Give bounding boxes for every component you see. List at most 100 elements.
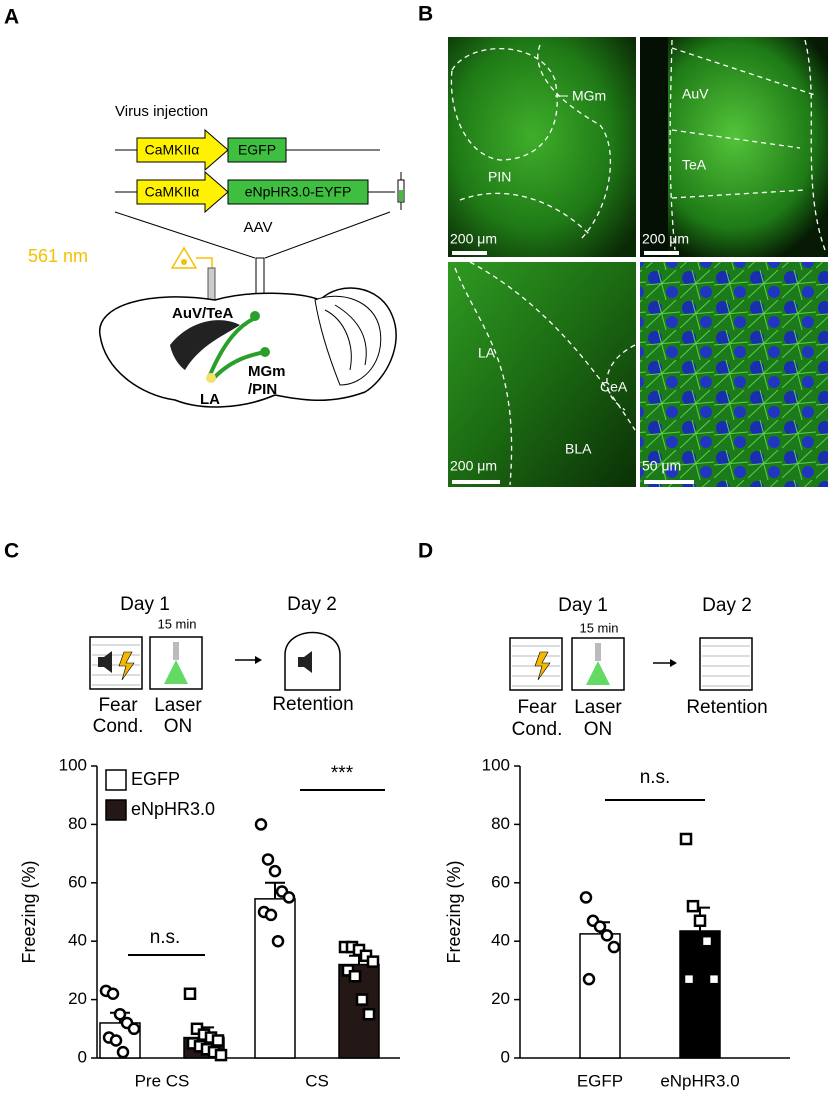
data-point [693, 914, 707, 928]
panel-label: C [4, 540, 19, 563]
scale-bar [644, 480, 694, 484]
step-label: ON [584, 719, 613, 740]
promoter: CaMKIIα [145, 142, 200, 158]
y-tick-label: 40 [68, 931, 87, 950]
legend-label: eNpHR3.0 [131, 799, 215, 819]
panel-b: B MGm PIN 200 μm AuV TeA 200 μm LA CeA B… [418, 3, 828, 487]
scale-bar [644, 251, 679, 255]
cerebellum [314, 295, 382, 386]
legend-swatch [105, 769, 127, 791]
data-point [582, 972, 596, 986]
y-tick-label: 100 [482, 755, 510, 774]
ventricle [170, 320, 240, 370]
annotation: n.s. [640, 767, 671, 788]
shock-icon [534, 651, 551, 681]
vector: AAV [244, 219, 273, 236]
gene-box [227, 137, 287, 163]
data-point [264, 908, 278, 922]
duration: 15 min [579, 620, 618, 635]
step-label: Laser [574, 697, 622, 718]
region-label: PIN [488, 169, 511, 185]
cell-body [260, 347, 270, 357]
data-point [282, 891, 296, 904]
data-point [268, 864, 282, 878]
bar [679, 930, 721, 1059]
y-tick-label: 0 [78, 1047, 87, 1066]
region-label: /PIN [248, 381, 277, 398]
data-point [707, 972, 721, 986]
y-axis-label: Freezing (%) [19, 860, 39, 963]
annotation: n.s. [150, 927, 181, 948]
data-point [116, 1045, 130, 1059]
y-tick-label: 60 [491, 872, 510, 891]
data-point [211, 1034, 225, 1047]
panel-a: A Virus injection CaMKIIα EGFP CaMKIIα e… [4, 6, 405, 408]
data-point [355, 993, 369, 1006]
annotation: *** [331, 763, 354, 784]
data-point [271, 934, 285, 948]
data-point [183, 987, 197, 1001]
data-point [362, 1007, 376, 1021]
data-point [607, 940, 621, 954]
y-tick-label: 60 [68, 872, 87, 891]
laser: 561 nm [28, 246, 88, 266]
region-outline [454, 261, 636, 486]
light-cone [586, 661, 610, 685]
error-bar [265, 881, 285, 899]
region-label: BLA [565, 441, 592, 457]
y-tick-label: 0 [501, 1047, 510, 1066]
title: Virus injection [115, 103, 208, 120]
data-point [106, 987, 120, 1001]
scale-label: 200 μm [450, 231, 497, 247]
gene: EGFP [238, 142, 276, 158]
y-tick-label: 80 [68, 814, 87, 833]
day-label: Day 2 [287, 594, 337, 615]
y-axis-label: Freezing (%) [444, 860, 464, 963]
day-label: Day 1 [120, 594, 170, 615]
gene: eNpHR3.0-EYFP [245, 184, 352, 200]
context-chamber [284, 631, 341, 691]
data-point [348, 969, 362, 983]
region-label: AuV [682, 86, 709, 102]
y-tick-label: 80 [491, 814, 510, 833]
legend-label: EGFP [131, 769, 180, 789]
scale-label: 200 μm [642, 231, 689, 247]
light-spot [206, 373, 216, 383]
step-label: Retention [686, 697, 767, 718]
syringe-icon [397, 172, 405, 210]
step-label: Laser [154, 695, 202, 716]
panel-label: A [4, 6, 19, 29]
step-label: Retention [272, 694, 353, 715]
day-label: Day 2 [702, 595, 752, 616]
region-label: CeA [600, 379, 628, 395]
y-tick-label: 20 [68, 989, 87, 1008]
data-point [109, 1034, 123, 1047]
region-outline [669, 39, 826, 251]
bar [579, 933, 621, 1059]
bar [254, 898, 296, 1059]
region-label: LA [478, 345, 496, 361]
panel-label: D [418, 540, 433, 563]
shock-icon [118, 651, 135, 681]
data-point [254, 818, 268, 831]
grid-floor [92, 644, 140, 686]
region-label: TeA [682, 157, 707, 173]
micrograph [640, 262, 828, 487]
region-label: MGm [248, 363, 286, 380]
data-point [113, 1007, 127, 1021]
laser-icon [170, 246, 198, 269]
scale-label: 50 μm [642, 458, 681, 474]
y-tick-label: 100 [59, 755, 87, 774]
step-label: Cond. [512, 719, 563, 740]
duration: 15 min [157, 616, 196, 631]
data-point [700, 934, 714, 948]
data-point [127, 1022, 141, 1036]
optic-fiber [595, 643, 601, 661]
promoter-arrow [136, 170, 229, 214]
region-label: MGm [572, 88, 606, 104]
data-point [679, 832, 693, 846]
micrograph [640, 37, 828, 257]
region-label: AuV/TeA [172, 305, 234, 322]
optic-fiber [173, 642, 179, 660]
